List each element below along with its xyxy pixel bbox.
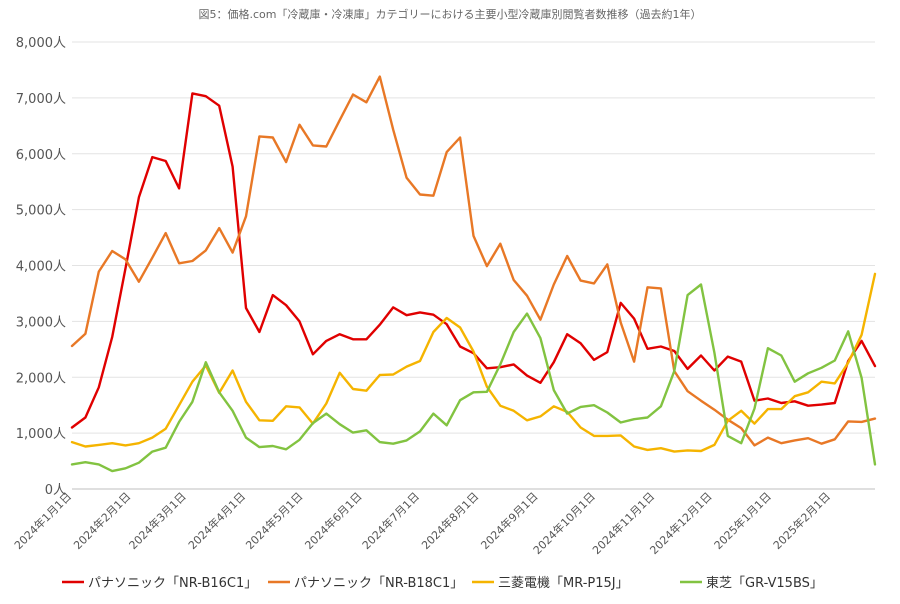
y-tick-label: 0人 [45,483,66,498]
x-tick-label: 2024年3月1日 [126,489,189,552]
x-tick-label: 2024年4月1日 [185,489,248,552]
series-line-4 [70,283,877,473]
x-tick-label: 2025年1月1日 [711,489,774,552]
x-tick-label: 2024年6月1日 [302,489,365,552]
x-tick-label: 2024年11月1日 [589,489,657,557]
series-line-3 [70,272,877,453]
grid [72,41,875,490]
x-tick-label: 2024年7月1日 [359,489,422,552]
legend-label: 東芝「GR-V15BS」 [706,575,823,591]
y-tick-label: 3,000人 [16,315,66,330]
legend-label: パナソニック「NR-B18C1」 [294,576,463,591]
y-tick-label: 4,000人 [16,260,66,275]
chart-title: 図5：価格.com「冷蔵庫・冷凍庫」カテゴリーにおける主要小型冷蔵庫別閲覧者数推… [198,8,702,21]
legend: パナソニック「NR-B16C1」 パナソニック「NR-B18C1」 三菱電機「MR-… [62,575,823,591]
x-tick-label: 2024年2月1日 [70,489,133,552]
series-lines [70,75,877,473]
x-tick-label: 2025年2月1日 [770,489,833,552]
x-tick-label: 2024年1月1日 [11,489,74,552]
y-tick-label: 2,000人 [16,371,66,386]
legend-label: 三菱電機「MR-P15J」 [498,576,629,591]
legend-label: パナソニック「NR-B16C1」 [88,576,257,591]
x-tick-label: 2024年9月1日 [478,489,541,552]
x-tick-label: 2024年5月1日 [243,489,306,552]
axes: 0人 1,000人 2,000人 3,000人 4,000人 5,000人 6,000人 7,… [11,36,875,557]
series-line-2 [70,75,877,447]
y-tick-label: 6,000人 [16,148,66,163]
y-tick-label: 5,000人 [16,204,66,219]
y-tick-label: 1,000人 [16,427,66,442]
y-tick-label: 7,000人 [16,92,66,107]
y-tick-label: 8,000人 [16,36,66,51]
x-tick-label: 2024年8月1日 [418,489,481,552]
